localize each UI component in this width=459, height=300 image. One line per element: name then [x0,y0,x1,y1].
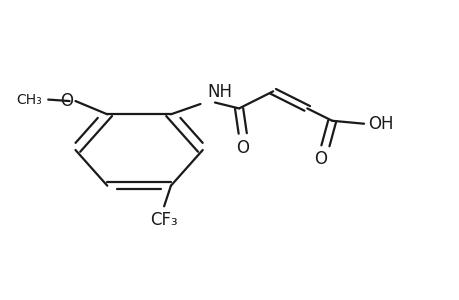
Text: NH: NH [207,83,232,101]
Text: CH₃: CH₃ [17,93,42,106]
Text: O: O [60,92,73,110]
Text: O: O [313,150,327,168]
Text: O: O [236,139,249,157]
Text: CF₃: CF₃ [150,211,178,229]
Text: OH: OH [367,115,392,133]
